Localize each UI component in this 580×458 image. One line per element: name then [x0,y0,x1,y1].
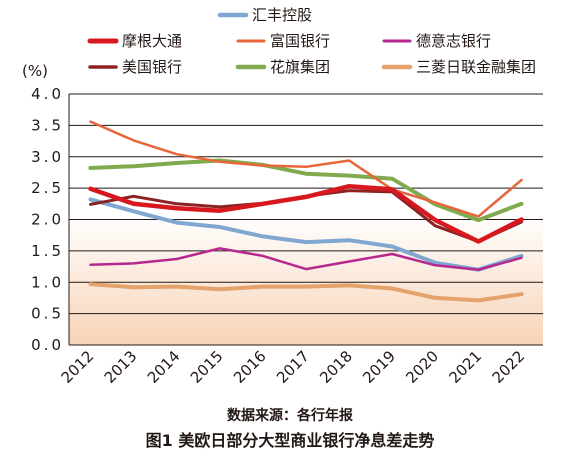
x-axis-ticks: 2012 2013 2014 2015 2016 2017 2018 2019 2020 2021… [58,347,529,387]
y-tick-label: 3 . 5 [31,116,61,134]
series-line-1 [88,183,524,244]
legend-label-3: 德意志银行 [416,32,491,50]
x-tick-label: 2012 [58,347,98,387]
x-tick-label: 2014 [144,347,184,387]
series-line-0 [88,197,524,272]
y-tick-label: 0 . 5 [31,305,61,323]
x-tick-label: 2020 [402,347,442,387]
series-line-5 [88,158,524,223]
x-tick-label: 2021 [445,347,485,387]
x-tick-label: 2016 [230,347,270,387]
y-axis-label: (%) [22,62,48,80]
x-tick-label: 2022 [489,347,529,387]
y-tick-label: 1 . 5 [31,242,61,260]
x-tick-label: 2013 [101,347,141,387]
y-axis-ticks: 4 . 0 3 . 5 3 . 0 2 . 5 2 . 0 1 . 5 1 . 0 0 . 5… [31,85,61,354]
series-line-6 [88,282,524,303]
legend-label-2: 富国银行 [270,32,330,50]
x-tick-label: 2019 [359,347,399,387]
legend-label-5: 花旗集团 [270,58,330,76]
series-lines [88,120,524,303]
series-line-3 [89,247,523,271]
series-line-2 [89,120,523,218]
legend-label-0: 汇丰控股 [252,6,312,24]
legend-label-1: 摩根大通 [122,32,182,50]
x-tick-label: 2018 [316,347,356,387]
source-note: 数据来源：各行年报 [227,407,353,424]
gridlines [69,93,543,315]
y-tick-label: 4 . 0 [31,85,61,103]
legend-label-6: 三菱日联金融集团 [416,58,536,76]
y-tick-label: 3 . 0 [31,148,61,166]
y-tick-label: 2 . 0 [31,211,61,229]
y-tick-label: 1 . 0 [31,273,61,291]
figure-caption: 图1 美欧日部分大型商业银行净息差走势 [146,431,435,450]
y-tick-label: 0 . 0 [31,336,61,354]
x-tick-label: 2015 [187,347,227,387]
x-tick-label: 2017 [273,347,313,387]
y-tick-label: 2 . 5 [31,179,61,197]
legend-label-4: 美国银行 [122,58,182,76]
